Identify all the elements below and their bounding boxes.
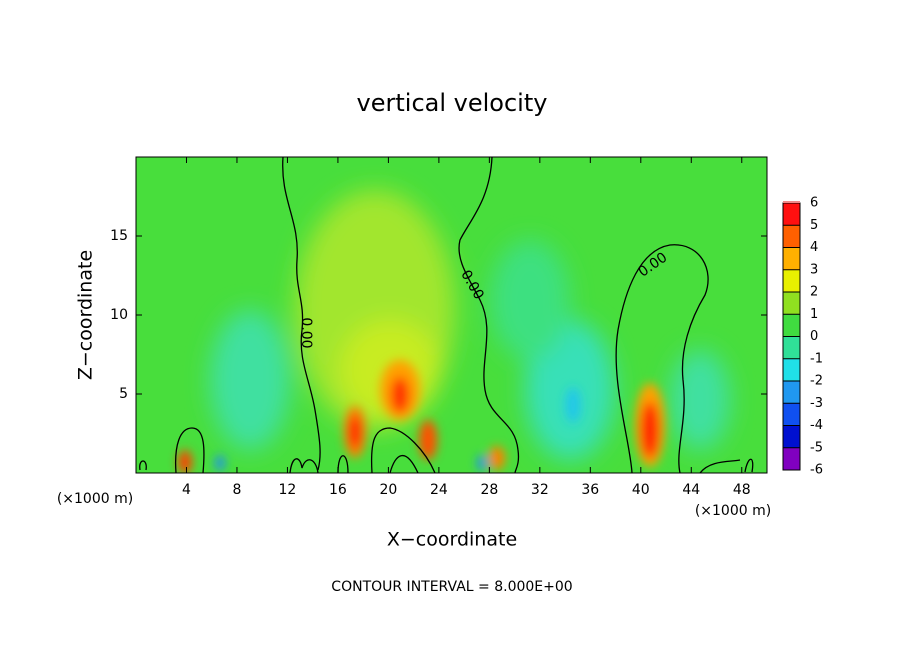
- x-tick-label: 16: [329, 482, 347, 498]
- x-tick-label: 20: [379, 482, 397, 498]
- x-tick-label: 44: [682, 482, 700, 498]
- x-tick-label: 32: [531, 482, 549, 498]
- colorbar-bin: [783, 336, 800, 359]
- colorbar-tick-label: 6: [810, 196, 818, 211]
- contour-label: 0.00: [298, 317, 314, 348]
- y-axis-title: Z−coordinate: [75, 250, 97, 380]
- x-tick-label: 28: [480, 482, 498, 498]
- colorbar-tick-label: 4: [810, 240, 818, 255]
- x-tick-label: 24: [430, 482, 448, 498]
- colorbar-tick-label: -6: [810, 463, 823, 478]
- x-tick-label: 8: [232, 482, 241, 498]
- x-tick-label: 12: [279, 482, 297, 498]
- colorbar-tick-label: -2: [810, 374, 823, 389]
- x-axis-title: X−coordinate: [387, 529, 517, 551]
- colorbar-tick-label: -3: [810, 396, 823, 411]
- y-tick-label: 5: [119, 386, 128, 402]
- colorbar-top-swatch: [783, 201, 800, 203]
- colorbar-bin: [783, 314, 800, 337]
- x-tick-label: 40: [632, 482, 650, 498]
- x-tick-label: 4: [182, 482, 191, 498]
- x-tick-label: 48: [733, 482, 751, 498]
- colorbar-tick-label: 5: [810, 218, 818, 233]
- colorbar-tick-label: 3: [810, 262, 818, 277]
- colorbar-tick-label: -5: [810, 440, 823, 455]
- chart-title: vertical velocity: [357, 89, 548, 117]
- field: [136, 157, 767, 473]
- colorbar-tick-label: -1: [810, 351, 823, 366]
- colorbar-bin: [783, 225, 800, 248]
- colorbar-bin: [783, 269, 800, 292]
- footer: CONTOUR INTERVAL = 8.000E+00: [331, 579, 572, 595]
- x-unit-label: (×1000 m): [695, 503, 771, 519]
- colorbar-bin: [783, 425, 800, 448]
- colorbar-bin: [783, 381, 800, 404]
- colorbar-bin: [783, 247, 800, 270]
- colorbar-tick-label: 0: [810, 329, 818, 344]
- x-unit-label: (×1000 m): [57, 491, 133, 507]
- colorbar-bin: [783, 403, 800, 426]
- y-tick-label: 15: [110, 228, 128, 244]
- colorbar-tick-label: -4: [810, 418, 823, 433]
- x-tick-label: 36: [581, 482, 599, 498]
- y-tick-label: 10: [110, 307, 128, 323]
- colorbar-bin: [783, 203, 800, 226]
- colorbar-bin: [783, 292, 800, 315]
- colorbar-tick-label: 2: [810, 285, 818, 300]
- colorbar-bin: [783, 447, 800, 470]
- colorbar-bin: [783, 358, 800, 381]
- colorbar-tick-label: 1: [810, 307, 818, 322]
